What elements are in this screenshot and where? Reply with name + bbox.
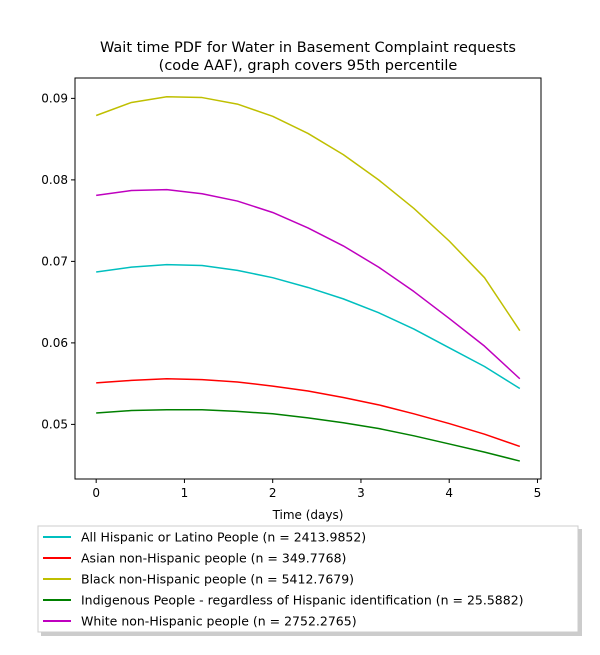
- series-line-2: [96, 378, 521, 448]
- y-tick-label-0: 0.05: [41, 417, 68, 431]
- series-line-5: [96, 188, 521, 380]
- legend-label-2: Asian non-Hispanic people (n = 349.7768): [81, 551, 346, 566]
- chart-title-line-1: Wait time PDF for Water in Basement Comp…: [100, 40, 516, 56]
- legend-label-5: White non-Hispanic people (n = 2752.2765…: [81, 614, 357, 629]
- x-tick-label-2: 2: [269, 486, 277, 500]
- x-axis: 0 1 2 3 4 5: [92, 479, 541, 500]
- y-axis: 0.05 0.06 0.07 0.08 0.09: [41, 91, 75, 431]
- legend-items: All Hispanic or Latino People (n = 2413.…: [43, 530, 524, 629]
- plot-area-frame: [74, 77, 542, 480]
- series-line-3: [95, 96, 521, 332]
- y-tick-label-3: 0.08: [41, 173, 68, 187]
- legend-label-4: Indigenous People - regardless of Hispan…: [81, 593, 524, 608]
- x-tick-label-3: 3: [357, 486, 365, 500]
- y-tick-label-4: 0.09: [41, 91, 68, 105]
- x-tick-label-5: 5: [534, 486, 542, 500]
- legend-label-1: All Hispanic or Latino People (n = 2413.…: [81, 530, 366, 545]
- y-tick-label-1: 0.06: [41, 336, 68, 350]
- x-axis-label: Time (days): [272, 508, 344, 522]
- x-tick-label-0: 0: [92, 486, 100, 500]
- legend-label-3: Black non-Hispanic people (n = 5412.7679…: [81, 572, 354, 587]
- series-layer: [95, 96, 521, 462]
- legend-box: [37, 525, 579, 633]
- chart-title-line-2: (code AAF), graph covers 95th percentile: [159, 58, 458, 74]
- legend: All Hispanic or Latino People (n = 2413.…: [37, 525, 582, 636]
- y-tick-label-2: 0.07: [41, 254, 68, 268]
- series-line-1: [96, 263, 521, 390]
- x-tick-label-4: 4: [445, 486, 453, 500]
- series-line-4: [96, 408, 521, 462]
- x-tick-label-1: 1: [181, 486, 189, 500]
